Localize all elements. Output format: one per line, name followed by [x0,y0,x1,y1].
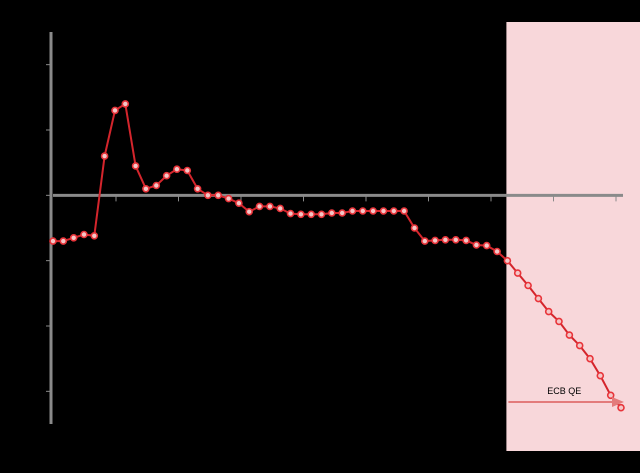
data-point [544,307,553,316]
data-point [524,281,532,290]
data-point [420,237,429,245]
data-point [586,354,594,363]
data-point [162,171,171,180]
data-point [69,234,78,242]
data-point [596,371,605,380]
y-axis-ticks [46,64,51,392]
data-point [555,317,563,326]
data-point [152,181,161,190]
data-point [183,166,192,175]
data-point [121,100,130,108]
data-point [245,207,253,216]
data-point [410,224,419,232]
data-point [214,191,222,200]
data-point [472,241,481,249]
data-point [451,236,460,244]
data-point [327,209,336,217]
data-point [131,162,140,170]
data-point [617,403,625,412]
data-point [575,341,584,350]
data-point [503,256,512,265]
data-point [565,331,574,339]
data-point [235,199,243,207]
data-point [100,152,109,160]
data-point [606,391,615,400]
data-point [255,202,264,211]
data-point [317,210,326,219]
data-point [400,207,408,215]
data-point [276,204,285,213]
data-point [80,230,88,239]
data-point [142,185,150,193]
data-point [513,269,522,277]
data-point [441,236,450,244]
data-point [266,202,274,211]
data-point [59,237,68,245]
data-point [482,241,491,250]
data-point [379,207,388,215]
data-point [358,207,367,215]
data-point [369,207,377,215]
data-point [307,210,316,219]
data-point [286,209,295,218]
data-point [193,185,202,193]
data-point [49,237,57,245]
data-point [431,236,439,245]
data-point [204,191,212,200]
data-point [534,294,543,303]
data-point [224,194,233,203]
ecb-qe-shaded-region [506,22,640,451]
ecb-qe-arrowhead-icon [612,397,624,407]
data-point [462,236,470,245]
data-point [348,207,357,215]
data-point [90,232,99,240]
data-point [297,210,305,219]
data-point [389,207,398,215]
x-axis-ticks [115,195,617,202]
data-point [173,165,181,173]
data-point [111,106,119,115]
ecb-qe-label: ECB QE [547,386,581,396]
series-points [49,100,625,412]
data-point [493,247,501,256]
data-point [338,209,347,217]
